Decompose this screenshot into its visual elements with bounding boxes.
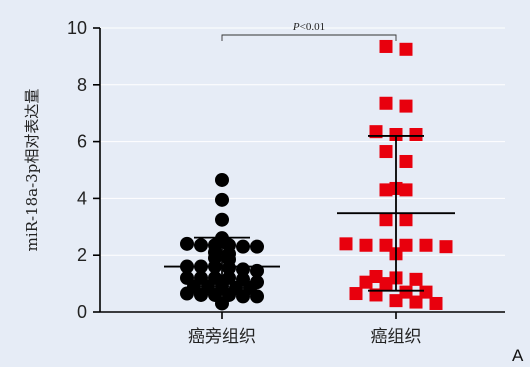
- data-point-circle: [180, 236, 194, 251]
- data-point-square: [369, 288, 383, 302]
- x-category-label: 癌组织: [371, 327, 422, 347]
- gridlines: [100, 27, 505, 256]
- y-tick-label: 2: [77, 245, 87, 265]
- data-point-square: [369, 270, 383, 283]
- y-tick-label: 6: [77, 132, 87, 152]
- data-point-square: [399, 99, 413, 113]
- data-point-square: [389, 294, 403, 308]
- data-point-square: [349, 287, 363, 301]
- significance-bracket-line: [221, 34, 397, 41]
- y-tick-label: 10: [67, 18, 87, 38]
- data-point-square: [379, 238, 393, 252]
- data-point-circle: [222, 260, 236, 275]
- mean-sd-bars: [164, 135, 455, 296]
- y-tick-label: 0: [77, 302, 87, 322]
- data-point-square: [369, 125, 383, 139]
- data-point-square: [429, 296, 443, 310]
- data-point-square: [359, 238, 373, 252]
- data-point-circle: [215, 192, 229, 207]
- data-point-circle: [236, 239, 250, 254]
- axes: [99, 28, 505, 313]
- data-point-square: [399, 42, 413, 56]
- y-axis-title: miR-18a-3p相对表达量: [23, 89, 41, 252]
- data-point-circle: [215, 172, 229, 187]
- data-point-circle: [194, 238, 208, 253]
- y-tick-label: 8: [77, 75, 87, 95]
- data-point-square: [399, 183, 413, 197]
- data-point-square: [419, 285, 433, 299]
- panel-label: A: [512, 346, 524, 365]
- data-point-circle: [180, 286, 194, 301]
- significance-bracket: P<0.01: [221, 21, 397, 41]
- data-point-square: [399, 154, 413, 168]
- y-tick-label: 4: [77, 188, 87, 208]
- data-point-square: [379, 183, 393, 197]
- x-category-label: 癌旁组织: [188, 327, 256, 347]
- y-ticks: 0 2 4 6 8 10: [67, 18, 100, 322]
- data-point-square: [379, 213, 393, 227]
- data-point-square: [439, 240, 453, 254]
- data-points: [180, 39, 453, 311]
- data-point-circle: [215, 212, 229, 227]
- data-point-circle: [236, 289, 250, 304]
- data-point-square: [379, 277, 393, 291]
- data-point-square: [379, 145, 393, 159]
- data-point-square: [409, 295, 423, 309]
- data-point-circle: [250, 239, 264, 254]
- data-point-square: [399, 238, 413, 252]
- data-point-square: [389, 128, 403, 141]
- data-point-square: [409, 128, 423, 141]
- data-point-square: [419, 238, 433, 252]
- x-category-labels: 癌旁组织 癌组织: [188, 312, 422, 347]
- data-point-square: [379, 39, 393, 53]
- data-point-square: [399, 213, 413, 227]
- data-point-square: [339, 237, 353, 251]
- data-point-circle: [250, 289, 264, 304]
- data-point-square: [399, 285, 413, 299]
- significance-label: P<0.01: [292, 21, 325, 33]
- data-point-square: [379, 96, 393, 110]
- data-point-square: [409, 272, 423, 286]
- data-point-square: [359, 275, 373, 289]
- data-point-circle: [215, 296, 229, 311]
